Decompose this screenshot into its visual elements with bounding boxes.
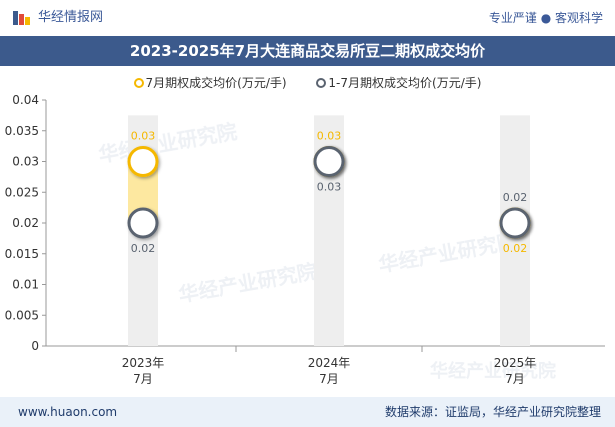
y-tick-label: 0.005 [5,308,39,322]
x-tick-label: 2024年 7月 [308,356,351,386]
top-bar: 华经情报网 专业严谨 ● 客观科学 [0,0,615,36]
x-tick-label-line: 7月 [319,372,339,386]
watermark-text: 华经产业研究院 [97,119,239,167]
footer-bar: www.huaon.com 数据来源：证监局，华经产业研究院整理 [0,397,615,427]
series-2-data-label: 0.02 [131,242,156,255]
x-tick-label-line: 7月 [505,372,525,386]
y-tick-label: 0.015 [5,247,39,261]
y-tick-label: 0.04 [12,93,39,107]
x-tick-label-line: 2023年 [122,356,165,370]
huajing-logo-icon [13,11,30,25]
series-1-data-label: 0.03 [131,130,156,143]
series-2-dot [313,146,345,177]
y-tick-label: 0.03 [12,155,39,169]
series-2-dot [127,207,159,239]
y-tick-label: 0.035 [5,124,39,138]
watermark-text: 华经产业研究院 [377,229,519,277]
series-2-dot [499,207,531,239]
x-tick-label-line: 2025年 [494,356,537,370]
chart-title: 2023-2025年7月大连商品交易所豆二期权成交均价 [129,42,486,60]
watermark-text: 华经产业研究院 [177,259,319,307]
x-tick-label-line: 2024年 [308,356,351,370]
y-tick-label: 0 [31,339,39,353]
chart-legend: 7月期权成交均价(万元/手) 1-7月期权成交均价(万元/手) [0,74,615,94]
watermark-text: 华经产业研究院 [430,360,556,382]
legend-circle-icon [316,78,327,88]
brand-name: 华经情报网 [38,10,104,25]
series-1-data-label: 0.02 [503,242,528,255]
x-tick-label: 2025年 7月 [494,356,537,386]
x-tick-label-line: 7月 [133,372,153,386]
series-2-data-label: 0.03 [317,181,342,194]
x-tick-label: 2023年 7月 [122,356,165,386]
legend-label-series-1: 7月期权成交均价(万元/手) [145,76,287,90]
series-1-data-label: 0.03 [317,130,342,143]
y-tick-label: 0.01 [12,278,39,292]
legend-circle-icon [133,78,144,88]
y-tick-label: 0.02 [12,216,39,230]
chart-plot: 华经产业研究院 华经产业研究院 华经产业研究院 华经产业研究院 0 0.005 0.… [5,93,605,386]
footer-source: 数据来源：证监局，华经产业研究院整理 [384,405,601,419]
y-tick-label: 0.025 [5,185,39,199]
legend-item-series-1: 7月期权成交均价(万元/手) [133,74,287,92]
tagline: 专业严谨 ● 客观科学 [488,11,603,25]
series-2-data-label: 0.02 [503,191,528,204]
series-1-dot [127,146,159,177]
title-bar: 2023-2025年7月大连商品交易所豆二期权成交均价 [0,36,615,66]
footer-url-link[interactable]: www.huaon.com [18,405,118,419]
legend-item-series-2: 1-7月期权成交均价(万元/手) [316,74,481,92]
legend-label-series-2: 1-7月期权成交均价(万元/手) [328,76,482,90]
